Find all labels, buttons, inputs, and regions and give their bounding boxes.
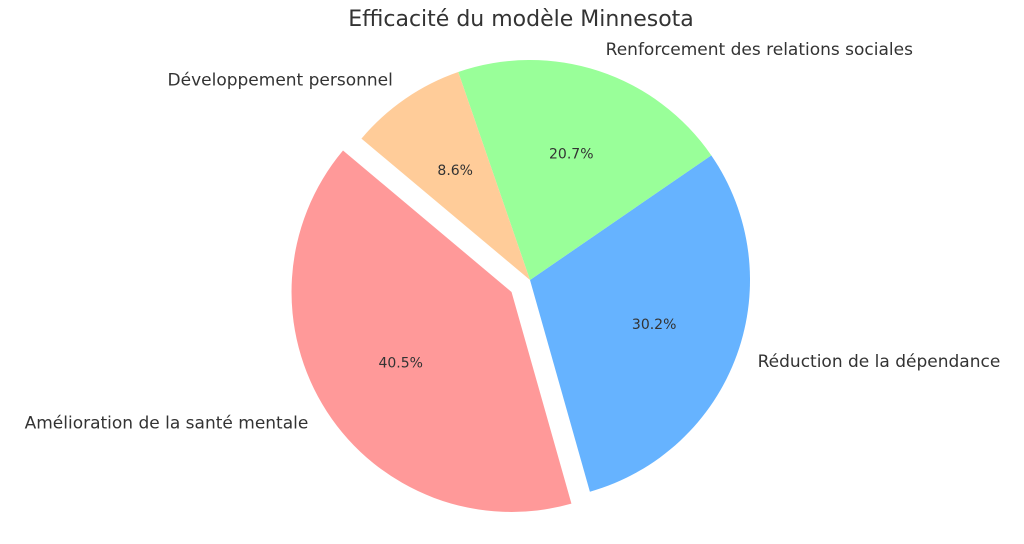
pie-slice: [291, 150, 572, 512]
pie-slice: [458, 59, 712, 280]
value-label: 30.2%: [632, 317, 676, 333]
category-label: Amélioration de la santé mentale: [25, 413, 309, 433]
value-label: 8.6%: [437, 163, 473, 179]
value-label: 40.5%: [378, 356, 422, 372]
pie-slice: [361, 72, 530, 280]
pie-slice: [530, 155, 750, 492]
chart-title: Efficacité du modèle Minnesota: [348, 7, 694, 32]
category-label: Développement personnel: [168, 71, 393, 91]
category-label: Réduction de la dépendance: [758, 352, 1001, 372]
value-label: 20.7%: [549, 147, 593, 163]
category-label: Renforcement des relations sociales: [606, 40, 913, 60]
